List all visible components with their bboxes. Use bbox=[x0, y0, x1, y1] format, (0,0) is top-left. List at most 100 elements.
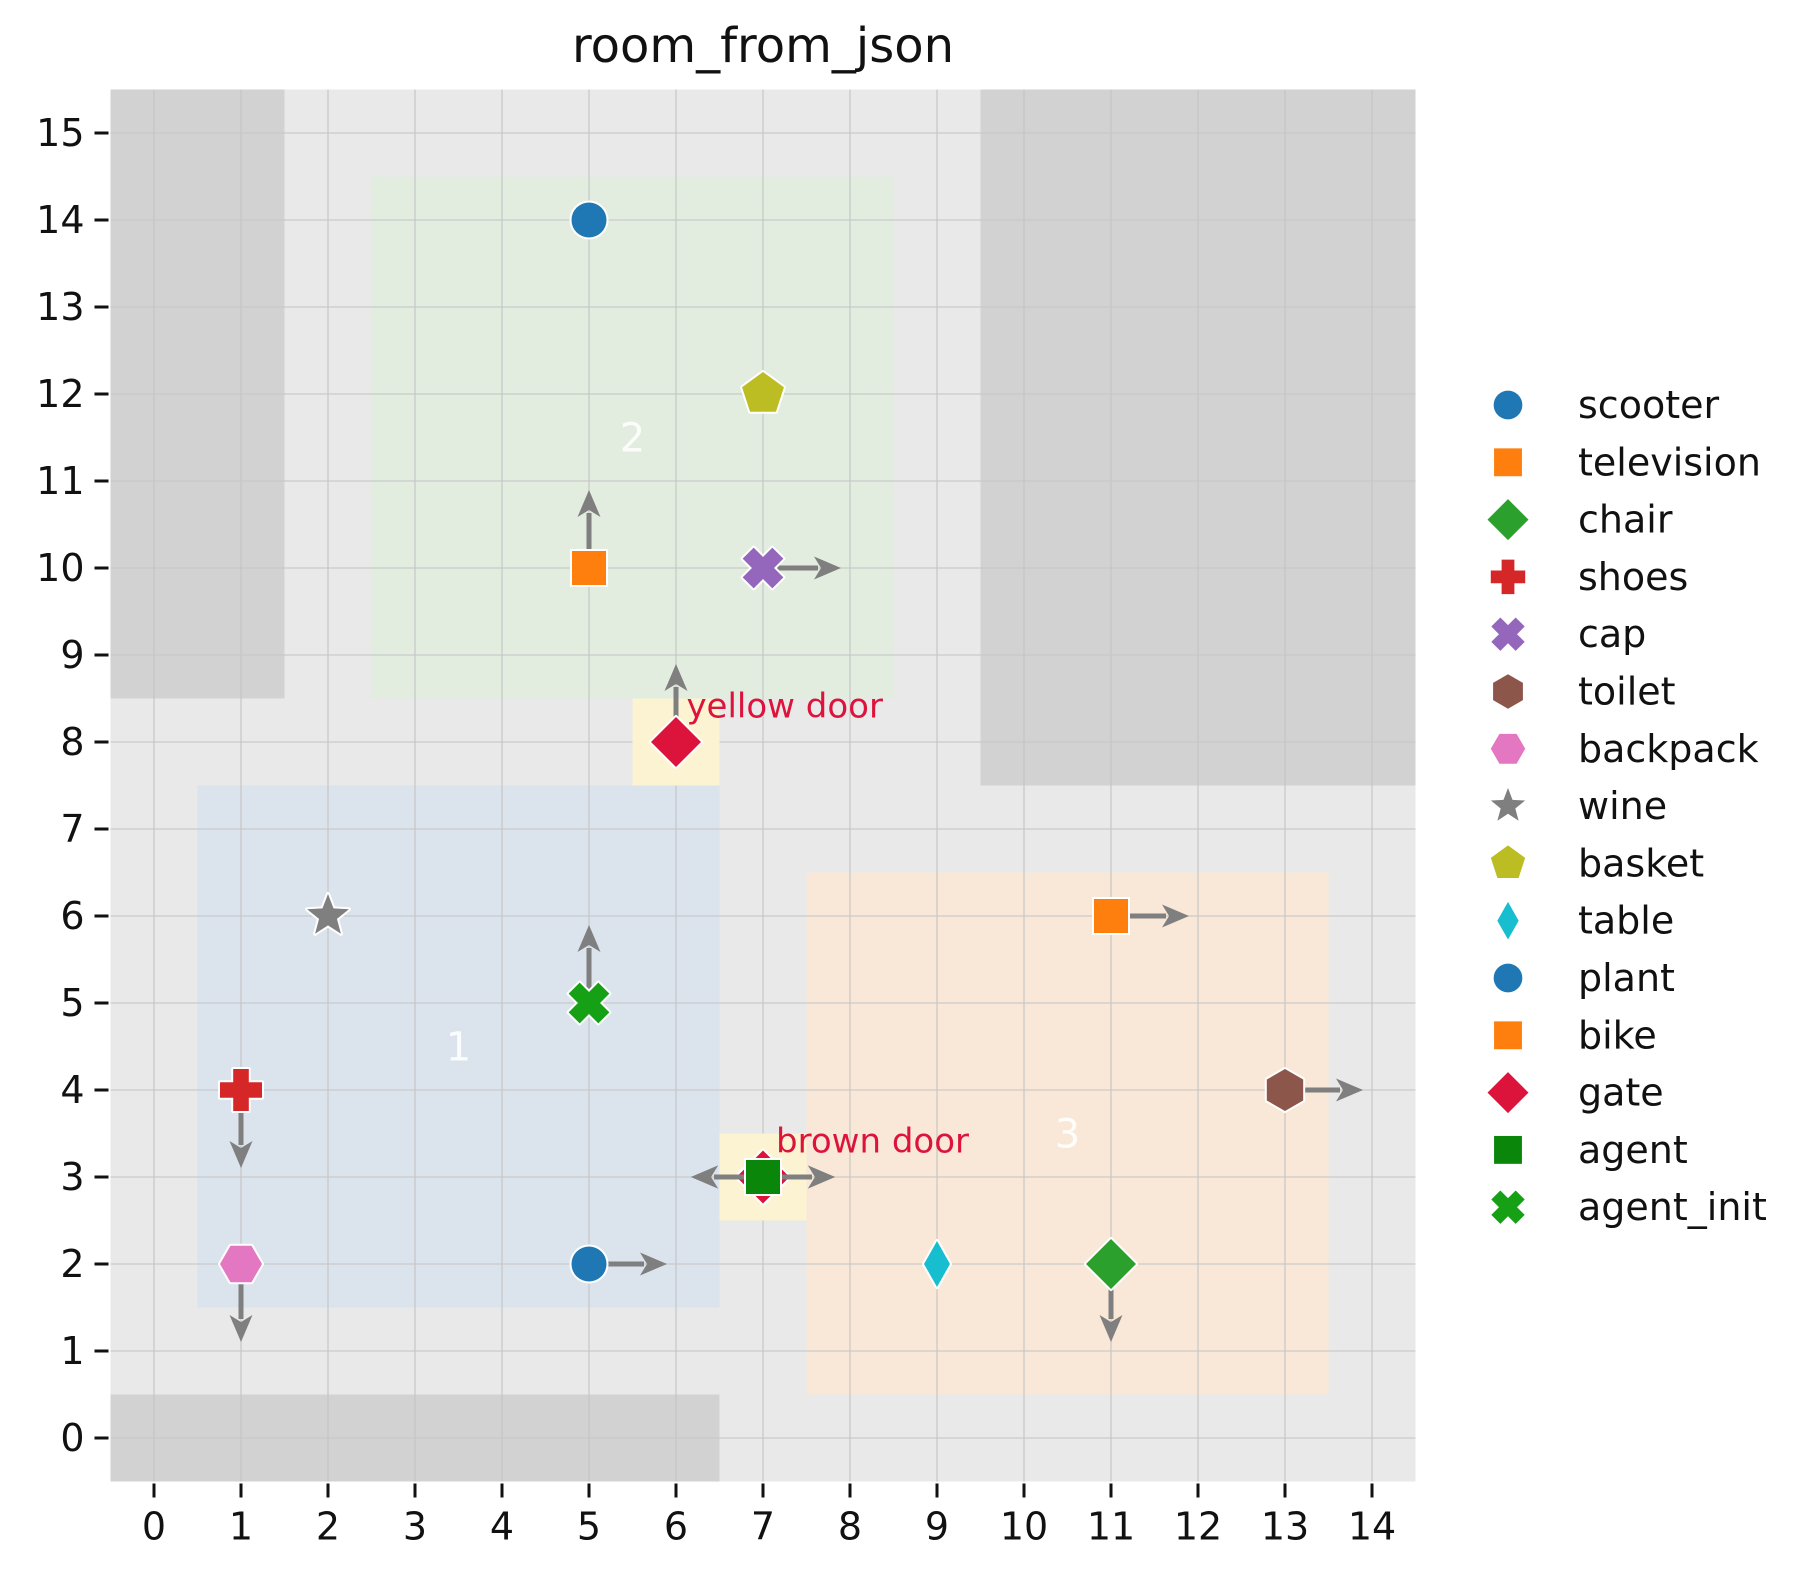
agent-marker bbox=[744, 1158, 782, 1196]
shoes-marker bbox=[218, 1067, 264, 1113]
brown-door-label: brown door bbox=[776, 1122, 969, 1162]
agent-arrow-right-top-head bbox=[808, 1165, 835, 1189]
y-tick-label-2: 2 bbox=[60, 1242, 84, 1286]
legend-marker-plant bbox=[1493, 963, 1523, 993]
agent-arrow-left-top-head bbox=[691, 1165, 718, 1189]
legend-label-gate: gate bbox=[1578, 1071, 1664, 1115]
door-labels-layer: yellow door brown door bbox=[686, 687, 969, 1162]
cap-arrow-right-head bbox=[814, 556, 841, 580]
room-3-label: 3 bbox=[1055, 1112, 1080, 1158]
television-marker bbox=[570, 549, 608, 587]
x-tick-label-5: 5 bbox=[577, 1505, 601, 1549]
agent_init-arrow-up-head bbox=[577, 925, 601, 952]
y-tick-label-13: 13 bbox=[36, 285, 84, 329]
plant-arrow-right-head bbox=[640, 1252, 667, 1276]
room-1-label: 1 bbox=[446, 1025, 471, 1071]
television-arrow-up-head bbox=[577, 490, 601, 517]
legend-marker-television bbox=[1494, 448, 1522, 477]
y-tick-label-8: 8 bbox=[60, 720, 84, 764]
y-tick-label-4: 4 bbox=[60, 1068, 84, 1112]
x-tick-label-3: 3 bbox=[403, 1505, 427, 1549]
gate-marker bbox=[649, 715, 703, 769]
x-tick-label-12: 12 bbox=[1174, 1505, 1222, 1549]
x-tick-label-4: 4 bbox=[490, 1505, 514, 1549]
legend-label-plant: plant bbox=[1578, 956, 1675, 1000]
toilet-arrow-right-head bbox=[1336, 1078, 1363, 1102]
x-tick-label-13: 13 bbox=[1261, 1505, 1309, 1549]
legend-marker-agent_init bbox=[1491, 1190, 1525, 1224]
legend-marker-shoes bbox=[1490, 559, 1526, 595]
room-3-region bbox=[806, 872, 1329, 1395]
legend-item-scooter: scooter bbox=[1493, 383, 1719, 427]
legend-marker-backpack bbox=[1490, 733, 1526, 764]
legend-item-shoes: shoes bbox=[1490, 555, 1688, 599]
y-tick-label-10: 10 bbox=[36, 546, 84, 590]
legend-label-basket: basket bbox=[1578, 841, 1704, 885]
scooter-marker bbox=[569, 200, 609, 240]
y-tick-label-0: 0 bbox=[60, 1416, 84, 1460]
backpack-arrow-down-head bbox=[229, 1315, 253, 1342]
x-tick-label-11: 11 bbox=[1087, 1505, 1135, 1549]
chair-marker bbox=[1084, 1237, 1138, 1291]
legend-label-television: television bbox=[1578, 440, 1761, 484]
x-tick-label-14: 14 bbox=[1348, 1505, 1396, 1549]
legend-label-cap: cap bbox=[1578, 612, 1646, 656]
legend-label-shoes: shoes bbox=[1578, 555, 1688, 599]
basket-marker bbox=[740, 370, 786, 414]
y-tick-label-7: 7 bbox=[60, 807, 84, 851]
gate-arrow-up-head bbox=[664, 664, 688, 691]
y-tick-label-9: 9 bbox=[60, 633, 84, 677]
legend-label-table: table bbox=[1578, 899, 1674, 943]
legend-item-wine: wine bbox=[1490, 784, 1667, 828]
y-tick-label-11: 11 bbox=[36, 459, 84, 503]
legend-marker-wine bbox=[1490, 788, 1526, 821]
x-tick-label-9: 9 bbox=[925, 1505, 949, 1549]
legend-label-scooter: scooter bbox=[1578, 383, 1719, 427]
legend-item-cap: cap bbox=[1491, 612, 1646, 656]
legend-label-backpack: backpack bbox=[1578, 727, 1759, 771]
bike-arrow-right-head bbox=[1162, 904, 1189, 928]
y-tick-label-3: 3 bbox=[60, 1155, 84, 1199]
legend-item-chair: chair bbox=[1487, 498, 1673, 542]
legend-item-agent_init: agent_init bbox=[1491, 1185, 1767, 1229]
legend-marker-gate bbox=[1487, 1072, 1529, 1114]
x-tick-label-8: 8 bbox=[838, 1505, 862, 1549]
legend-item-backpack: backpack bbox=[1490, 727, 1759, 771]
legend-marker-agent bbox=[1494, 1135, 1522, 1164]
agent_init-marker bbox=[566, 980, 612, 1026]
x-tick-label-0: 0 bbox=[142, 1505, 166, 1549]
plot-title: room_from_json bbox=[572, 18, 954, 74]
legend-label-chair: chair bbox=[1578, 498, 1673, 542]
legend-label-agent_init: agent_init bbox=[1578, 1185, 1767, 1229]
legend-item-bike: bike bbox=[1494, 1013, 1657, 1057]
y-tick-label-15: 15 bbox=[36, 111, 84, 155]
y-tick-label-12: 12 bbox=[36, 372, 84, 416]
legend-item-agent: agent bbox=[1494, 1128, 1688, 1172]
shoes-arrow-down-head bbox=[229, 1141, 253, 1168]
legend-label-toilet: toilet bbox=[1578, 670, 1676, 714]
y-tick-label-5: 5 bbox=[60, 981, 84, 1025]
legend-item-basket: basket bbox=[1490, 841, 1704, 885]
table-marker bbox=[922, 1239, 952, 1289]
legend-marker-basket bbox=[1490, 845, 1526, 878]
x-tick-label-2: 2 bbox=[316, 1505, 340, 1549]
backpack-marker bbox=[218, 1243, 264, 1285]
chair-arrow-down-head bbox=[1099, 1315, 1123, 1342]
markers-layer bbox=[218, 200, 1306, 1291]
legend-label-agent: agent bbox=[1578, 1128, 1688, 1172]
legend-label-wine: wine bbox=[1578, 784, 1667, 828]
ticks-layer: 0 1 2 3 4 5 6 7 8 9 10 11 12 13 1401234567891011121314… bbox=[36, 111, 1396, 1549]
legend-item-television: television bbox=[1494, 440, 1761, 484]
legend-label-bike: bike bbox=[1578, 1013, 1657, 1057]
bike-marker bbox=[1092, 897, 1130, 935]
legend-marker-bike bbox=[1494, 1021, 1522, 1050]
legend-item-gate: gate bbox=[1487, 1071, 1664, 1115]
legend-marker-toilet bbox=[1493, 674, 1523, 709]
legend-marker-cap bbox=[1491, 617, 1525, 651]
plant-marker bbox=[569, 1244, 609, 1284]
room-1-region bbox=[197, 785, 720, 1308]
legend-item-table: table bbox=[1497, 899, 1674, 943]
legend-marker-table bbox=[1497, 901, 1519, 940]
